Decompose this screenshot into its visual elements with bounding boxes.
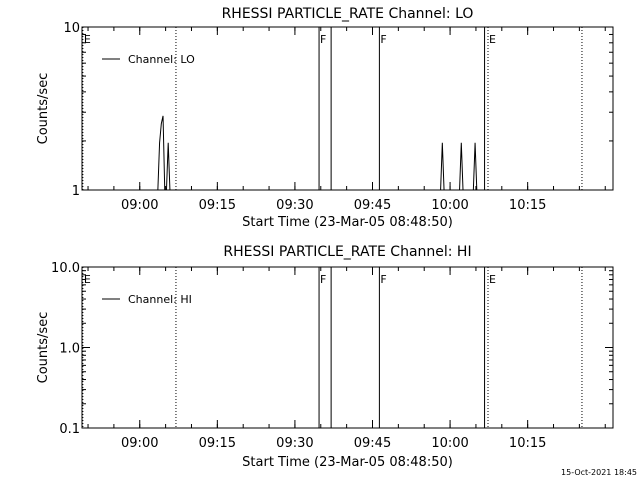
footer-timestamp: 15-Oct-2021 18:45: [561, 468, 637, 477]
y-axis-label: Counts/sec: [36, 312, 51, 384]
x-tick-label: 09:00: [121, 436, 158, 451]
x-axis-label: Start Time (23-Mar-05 08:48:50): [242, 455, 453, 470]
chart-title: RHESSI PARTICLE_RATE Channel: LO: [222, 6, 474, 22]
event-flag-label: E: [84, 273, 91, 286]
x-tick-label: 09:15: [199, 436, 236, 451]
legend-entry: Channel: HI: [128, 293, 192, 306]
chart-panel-1: RHESSI PARTICLE_RATE Channel: LO 1 10 09:00…: [36, 6, 614, 230]
data-series-line: [147, 115, 479, 191]
event-flag-label: E: [489, 33, 496, 46]
legend-entry: Channel: LO: [128, 53, 195, 66]
plot-frame: [81, 26, 614, 191]
y-axis-label: Counts/sec: [36, 73, 51, 145]
y-tick-label: 1: [72, 184, 80, 199]
y-tick-label: 0.1: [59, 422, 80, 437]
y-tick-label: 10: [63, 21, 80, 36]
x-tick-label: 09:00: [121, 198, 158, 213]
event-flag-label: F: [320, 33, 326, 46]
x-tick-label: 10:15: [509, 436, 546, 451]
x-tick-label: 10:00: [431, 198, 468, 213]
event-flag-label: F: [380, 273, 386, 286]
chart-title: RHESSI PARTICLE_RATE Channel: HI: [223, 244, 471, 260]
plot-frame: [81, 266, 614, 429]
event-flag-label: F: [320, 273, 326, 286]
x-tick-label: 09:45: [354, 198, 391, 213]
x-tick-label: 10:15: [509, 198, 546, 213]
x-tick-label: 09:15: [199, 198, 236, 213]
x-tick-label: 09:30: [276, 198, 313, 213]
chart-panel-2: RHESSI PARTICLE_RATE Channel: HI 0.1 1.0 10…: [36, 244, 614, 470]
y-tick-label: 1.0: [59, 342, 80, 357]
x-tick-label: 10:00: [431, 436, 468, 451]
x-axis-label: Start Time (23-Mar-05 08:48:50): [242, 215, 453, 230]
event-flag-label: E: [84, 33, 91, 46]
x-tick-label: 09:45: [354, 436, 391, 451]
x-tick-label: 09:30: [276, 436, 313, 451]
event-flag-label: F: [380, 33, 386, 46]
y-tick-label: 10.0: [51, 261, 80, 276]
event-flag-label: E: [489, 273, 496, 286]
